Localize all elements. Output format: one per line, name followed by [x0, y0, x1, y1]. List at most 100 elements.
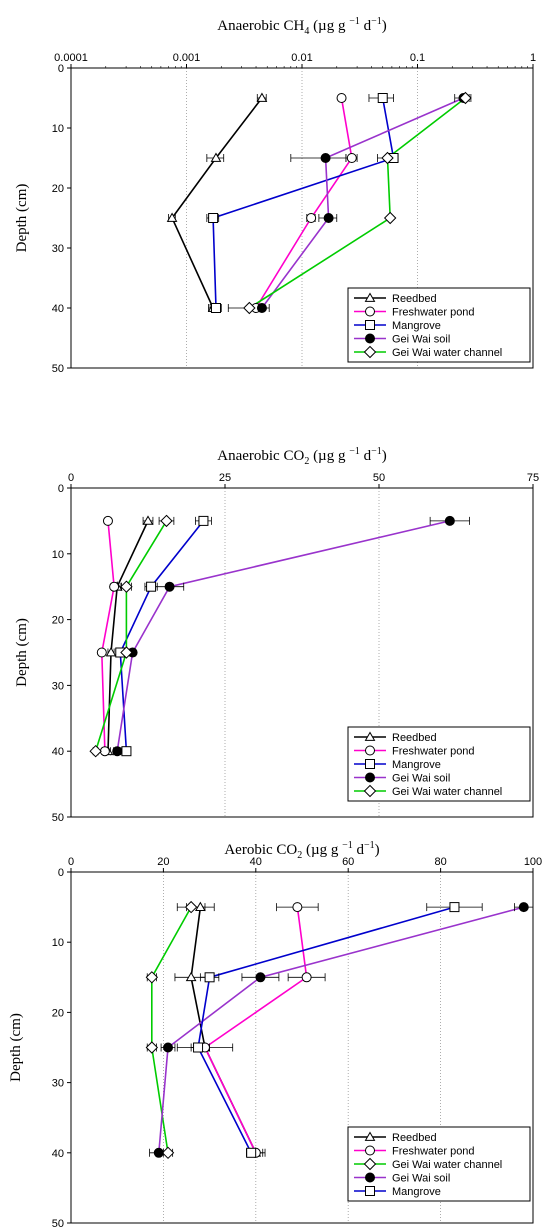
data-point: [246, 1147, 257, 1158]
legend-marker: [365, 333, 375, 344]
y-tick-label: 0: [58, 867, 64, 879]
data-point: [164, 581, 175, 592]
series-line: [116, 520, 450, 752]
legend-marker: [365, 1172, 375, 1183]
data-point: [89, 744, 102, 758]
series-line: [158, 906, 525, 1153]
legend-marker: [365, 745, 375, 756]
legend-marker: [365, 759, 375, 769]
legend-label: Reedbed: [392, 732, 437, 744]
x-tick-label: 100: [524, 856, 542, 868]
data-point: [109, 581, 120, 592]
y-axis-label: Depth (cm): [14, 618, 30, 687]
data-point: [306, 213, 317, 223]
data-point: [120, 646, 133, 659]
legend-marker: [363, 1157, 377, 1171]
legend-label: Freshwater pond: [392, 746, 475, 758]
x-tick-label: 50: [373, 472, 385, 484]
legend-label: Mangrove: [392, 759, 441, 771]
data-point: [163, 1042, 174, 1053]
data-point: [145, 1041, 159, 1054]
y-axis-label: Depth (cm): [8, 1013, 24, 1082]
plot-frame: [70, 871, 534, 1224]
y-tick-label: 40: [52, 746, 64, 758]
data-point: [459, 91, 472, 105]
x-tick-label: 40: [250, 856, 262, 868]
x-tick-label: 0: [68, 472, 74, 484]
data-point: [105, 646, 117, 657]
series-line: [151, 906, 192, 1153]
data-point: [204, 972, 215, 983]
x-tick-label: 20: [157, 856, 169, 868]
data-point: [377, 93, 388, 103]
y-tick-label: 10: [52, 123, 64, 135]
x-tick-label: 0.1: [410, 52, 425, 64]
data-point: [256, 92, 268, 102]
y-tick-label: 10: [52, 937, 64, 949]
legend-label: Gei Wai soil: [392, 773, 450, 785]
data-point: [323, 213, 334, 223]
x-tick-label: 75: [527, 472, 539, 484]
series-line: [94, 520, 168, 752]
y-tick-label: 50: [52, 812, 64, 824]
data-point: [160, 514, 173, 528]
data-point: [346, 153, 357, 163]
y-tick-label: 30: [52, 1078, 64, 1090]
legend-box: [347, 1126, 531, 1202]
y-tick-label: 40: [52, 303, 64, 315]
data-point: [301, 972, 312, 983]
data-point: [142, 515, 154, 525]
chart-title: Anaerobic CH4 (µg g −1 d−1): [217, 16, 386, 37]
y-axis-label: Depth (cm): [14, 184, 30, 253]
data-point: [184, 900, 198, 914]
legend-label: Gei Wai soil: [392, 334, 450, 346]
legend-label: Freshwater pond: [392, 307, 475, 319]
series-line: [107, 520, 149, 752]
data-point: [166, 212, 178, 222]
data-point: [161, 1146, 175, 1160]
data-point: [208, 213, 219, 223]
y-tick-label: 30: [52, 680, 64, 692]
legend-marker: [363, 345, 377, 359]
y-tick-label: 50: [52, 1218, 64, 1228]
y-tick-label: 40: [52, 1148, 64, 1160]
chart-panel-3: Aerobic CO2 (µg g −1 d−1) 0 20 40 60 80 100 0 10…: [8, 840, 542, 1228]
legend-label: Mangrove: [392, 320, 441, 332]
x-tick-label: 25: [219, 472, 231, 484]
series-line: [119, 520, 205, 752]
legend-marker: [365, 320, 375, 330]
data-point: [210, 152, 222, 162]
data-point: [320, 153, 331, 163]
data-point: [120, 580, 133, 593]
series-line: [100, 520, 115, 752]
chart-panel-2: Anaerobic CO2 (µg g −1 d−1) 0 25 50 75 0 10 20 3…: [14, 446, 539, 824]
data-point: [185, 971, 197, 982]
y-tick-label: 50: [52, 363, 64, 375]
data-point: [383, 211, 397, 225]
series-line: [248, 97, 466, 309]
legend-label: Reedbed: [392, 293, 437, 305]
legend-label: Gei Wai water channel: [392, 1159, 502, 1171]
data-point: [336, 93, 347, 103]
data-point: [292, 902, 303, 913]
plot-frame: [70, 487, 534, 818]
x-tick-label: 0: [68, 856, 74, 868]
chart-panel-1: Anaerobic CH4 (µg g −1 d−1) 0.0001 0.001 0.…: [14, 16, 536, 375]
legend-label: Gei Wai water channel: [392, 786, 502, 798]
legend-label: Freshwater pond: [392, 1146, 475, 1158]
x-tick-label: 1: [530, 52, 536, 64]
data-point: [198, 515, 209, 526]
legend-marker: [365, 772, 375, 783]
data-point: [194, 901, 206, 911]
data-point: [255, 972, 266, 983]
data-point: [102, 515, 113, 526]
x-tick-label: 60: [342, 856, 354, 868]
series-line: [255, 97, 353, 309]
legend-marker: [364, 731, 376, 741]
legend-marker: [365, 1186, 375, 1196]
legend-label: Mangrove: [392, 1186, 441, 1198]
x-tick-label: 0.0001: [54, 52, 88, 64]
